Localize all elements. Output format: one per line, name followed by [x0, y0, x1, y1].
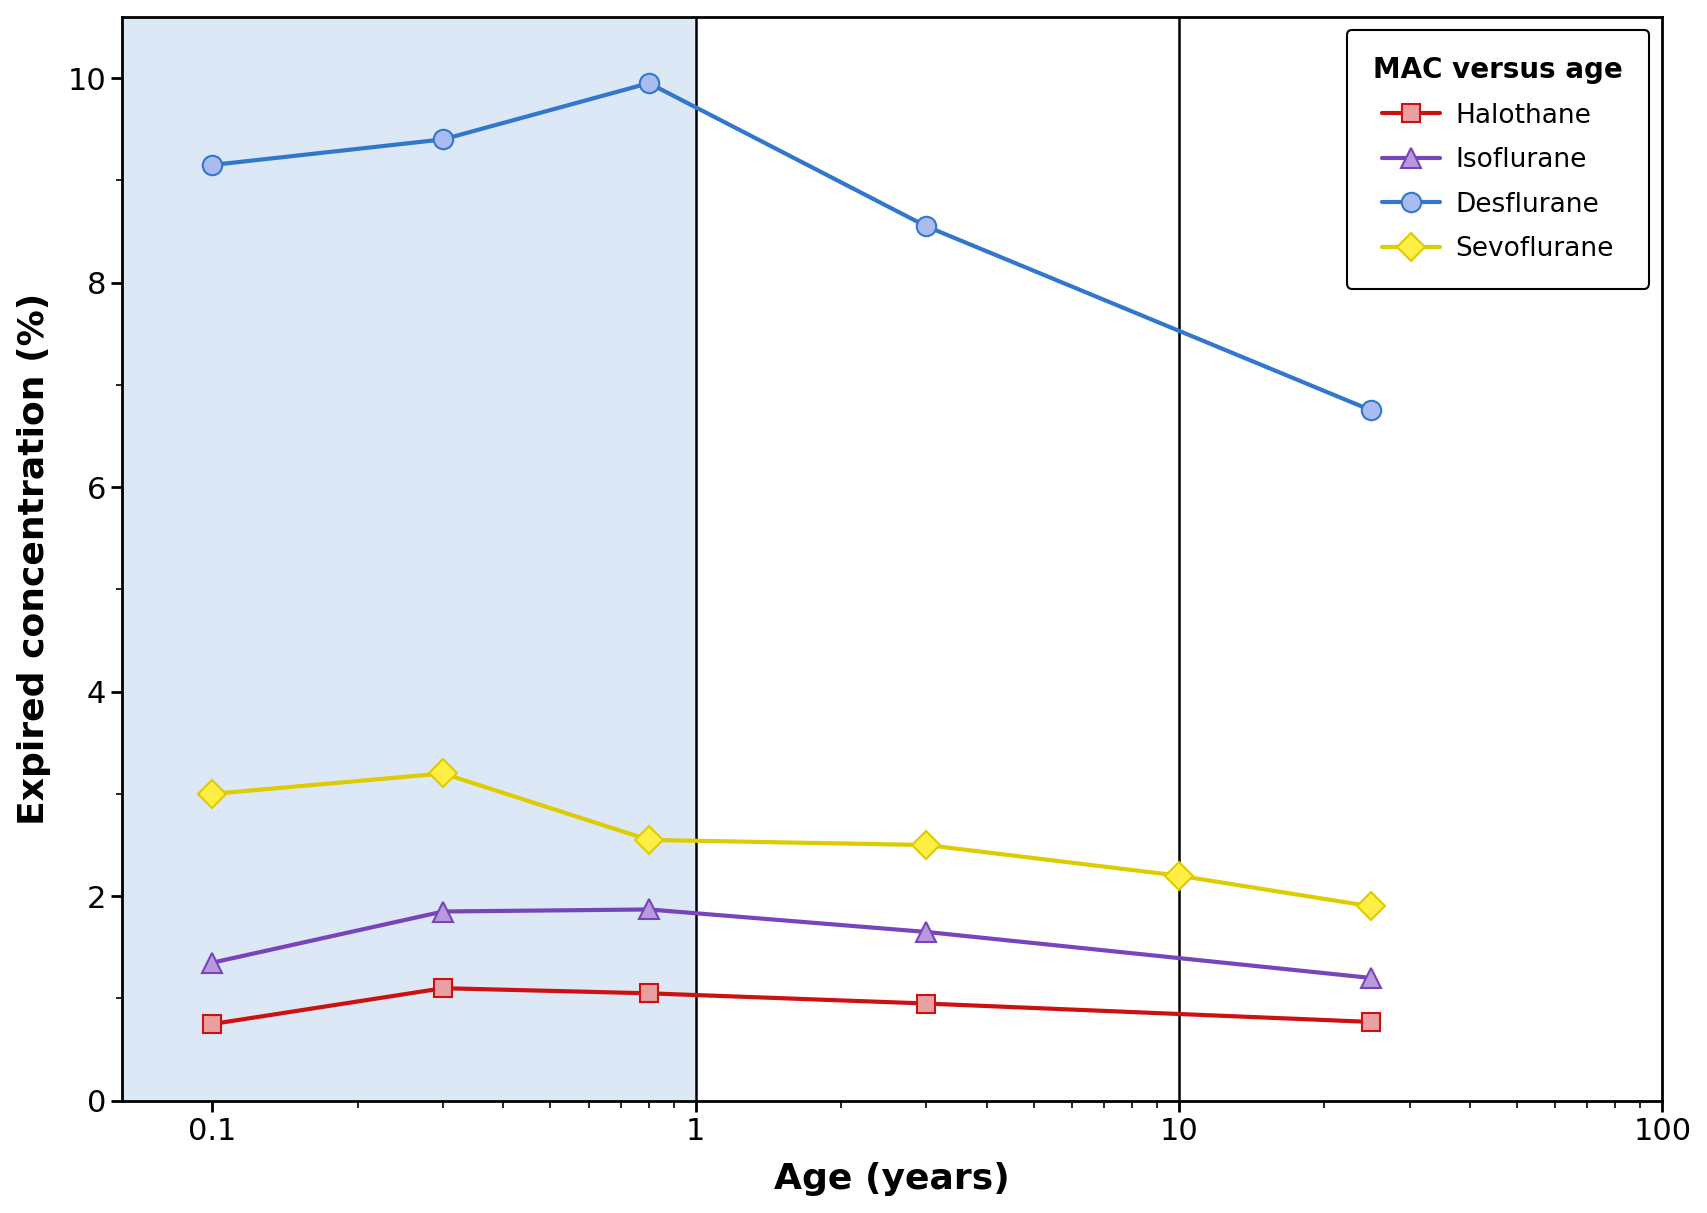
X-axis label: Age (years): Age (years) — [773, 1162, 1009, 1196]
Legend: Halothane, Isoflurane, Desflurane, Sevoflurane: Halothane, Isoflurane, Desflurane, Sevof… — [1345, 30, 1649, 289]
Bar — [121, 17, 695, 1100]
Y-axis label: Expired concentration (%): Expired concentration (%) — [17, 292, 51, 825]
